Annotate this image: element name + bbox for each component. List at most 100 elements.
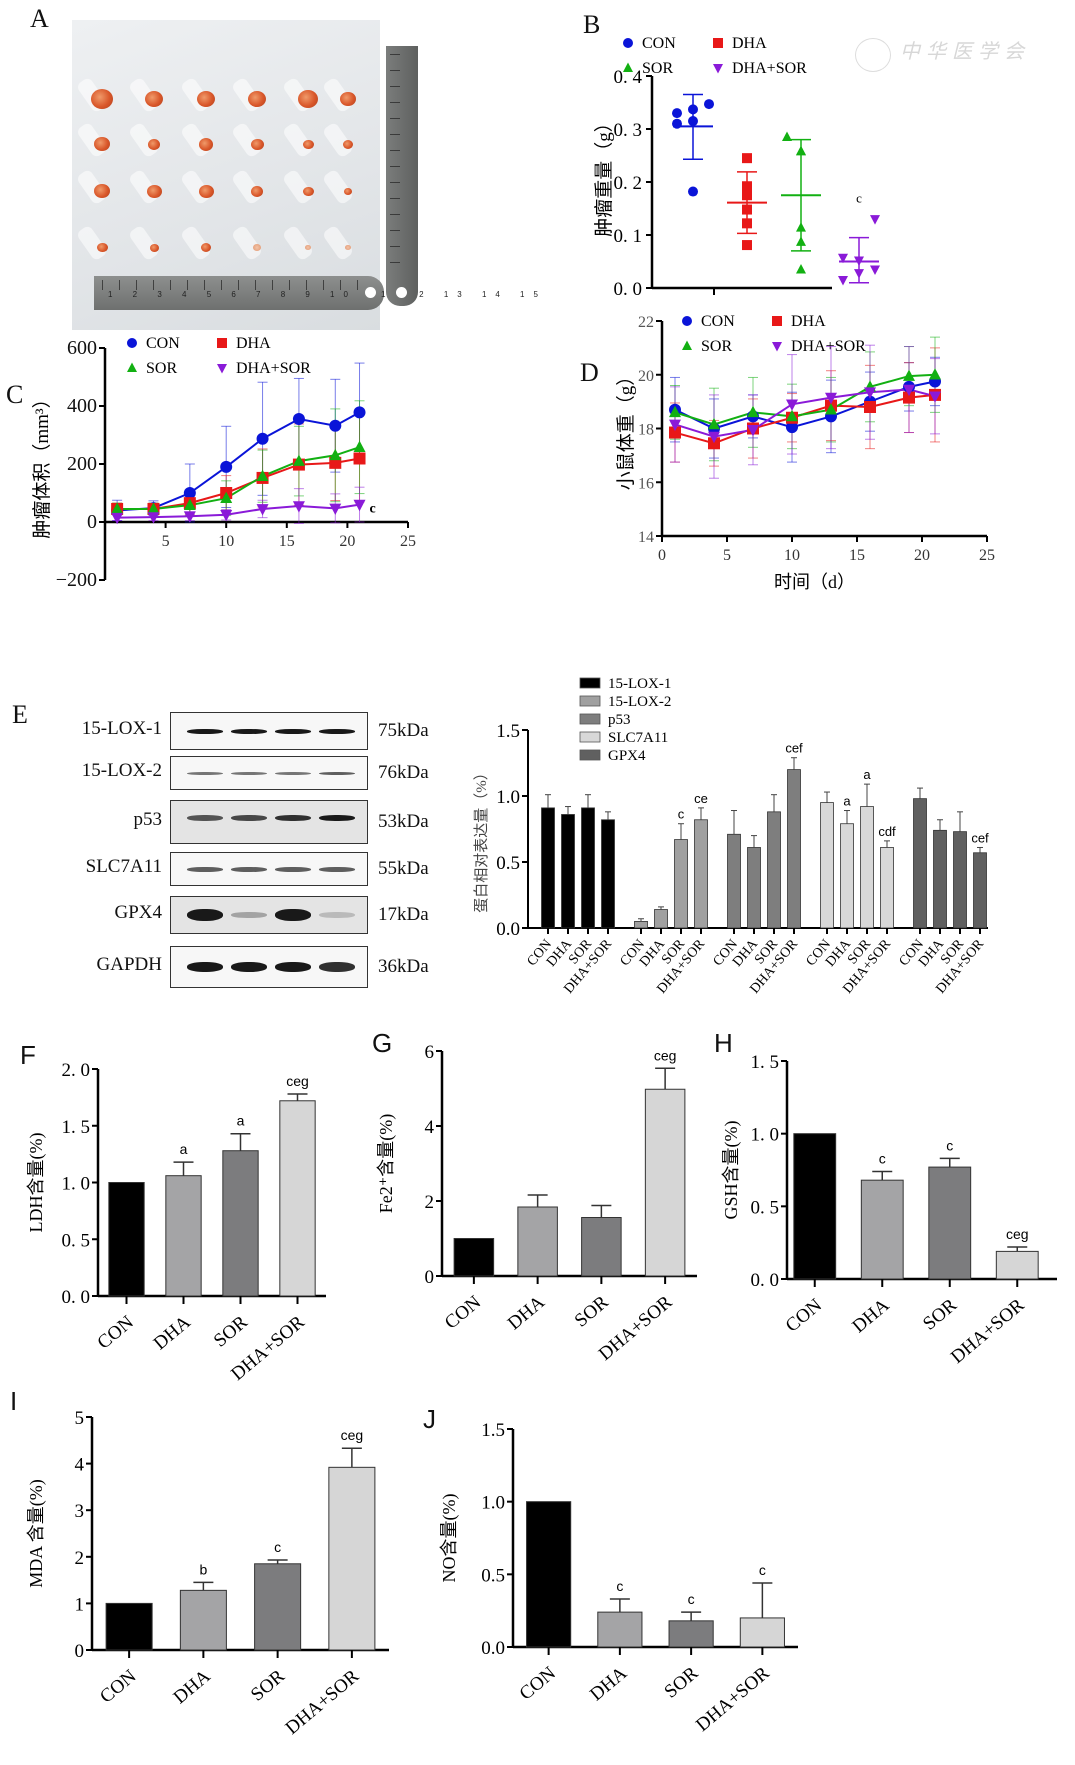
data-point [870, 265, 880, 275]
data-point [825, 403, 837, 415]
x-tick-label: 10 [784, 547, 800, 564]
x-tick-label: 25 [400, 533, 416, 550]
chart-e-protein-expression: 0.0 0.5 1.0 1.5 蛋白相对表达量（%） 15-LOX-1 15-LOX-2 p5… [473, 676, 989, 997]
bar-sor [928, 1166, 972, 1280]
wb-band [187, 771, 223, 775]
data-point [292, 501, 305, 513]
data-point [220, 509, 233, 522]
significance-label: c [879, 1150, 886, 1166]
data-point [669, 419, 681, 432]
tube [281, 224, 315, 262]
y-tick-label: 18 [638, 422, 654, 439]
legend-label: SOR [146, 360, 177, 377]
vertical-ruler [386, 46, 418, 306]
wb-band [275, 815, 311, 821]
data-point [854, 269, 864, 279]
wb-kda-label: 36kDa [378, 956, 429, 977]
data-point [796, 222, 806, 232]
y-tick-label: 0. 4 [614, 67, 643, 88]
y-tick-label: 0.5 [496, 853, 520, 874]
bar [840, 823, 854, 929]
data-point [669, 405, 681, 418]
data-point [742, 153, 752, 164]
legend-label: SOR [642, 60, 673, 77]
tumor-sample [201, 243, 211, 252]
x-tick-label: 10 [218, 533, 234, 550]
horizontal-ruler: 1 2 3 4 5 6 7 8 9 10 11 12 13 14 15 [94, 276, 538, 310]
tumor-sample [248, 91, 266, 108]
series-line-con [117, 411, 361, 512]
x-tick-label: SOR [247, 1666, 289, 1706]
wb-band [231, 912, 267, 918]
panel-label-a: A [30, 4, 49, 33]
data-point [742, 204, 752, 215]
data-point [796, 236, 806, 246]
tumor-sample [302, 139, 314, 150]
data-point [742, 218, 752, 229]
data-point [786, 421, 798, 434]
legend-label: SLC7A11 [608, 730, 668, 746]
legend-label: GPX4 [608, 748, 646, 764]
wb-band [275, 909, 311, 921]
tumor-sample [198, 184, 214, 198]
wb-band [319, 771, 355, 775]
bar [953, 831, 967, 929]
bar [674, 839, 688, 929]
wb-blot-strip [170, 852, 368, 886]
data-point [147, 502, 160, 514]
significance-label: ceg [1006, 1226, 1029, 1242]
tumor-sample [345, 245, 351, 251]
data-point [353, 452, 366, 465]
bar [973, 852, 987, 929]
data-point [708, 437, 720, 450]
x-tick-label: SOR [210, 1312, 252, 1352]
data-point [147, 512, 160, 524]
y-tick-label: 0. 5 [751, 1197, 780, 1218]
tumor-sample [199, 138, 213, 151]
wb-kda-label: 17kDa [378, 904, 429, 925]
significance-label: c [616, 1578, 623, 1594]
legend-label: CON [701, 313, 735, 330]
data-point [747, 405, 759, 418]
data-point [353, 406, 366, 419]
y-axis-label: 肿瘤体积（mm³） [31, 389, 53, 538]
legend-marker-dha-sor [217, 364, 227, 374]
panel-label-e: E [12, 700, 28, 729]
wb-band [275, 771, 311, 775]
legend-swatch [579, 695, 601, 707]
wb-band [319, 728, 355, 734]
data-point [708, 431, 720, 444]
wb-band [275, 866, 311, 872]
data-point [929, 368, 941, 380]
wb-kda-label: 53kDa [378, 811, 429, 832]
x-tick-label: 15 [849, 547, 865, 564]
wb-band [319, 962, 355, 972]
wb-band [231, 728, 267, 734]
y-tick-label: 1 [75, 1594, 85, 1615]
significance-label: c [946, 1137, 953, 1153]
y-tick-label: 1. 5 [751, 1052, 780, 1073]
y-tick-label: 2 [425, 1192, 435, 1213]
y-tick-label: 0. 0 [62, 1287, 91, 1308]
legend-label: DHA [791, 313, 826, 330]
bar [561, 814, 575, 929]
x-tick-label: 25 [979, 547, 995, 564]
x-tick-label: 5 [162, 533, 170, 550]
legend-marker-dha-sor [713, 64, 723, 74]
data-point [929, 391, 941, 403]
x-tick-label: DHA [586, 1663, 631, 1706]
y-tick-label: 200 [67, 453, 97, 475]
watermark-seal-icon [855, 38, 891, 72]
data-point [292, 413, 305, 426]
data-point [864, 401, 876, 413]
y-tick-label: 4 [75, 1455, 85, 1476]
bar [880, 847, 894, 929]
series-line-dha [674, 393, 936, 445]
panel-label-h: H [714, 1028, 733, 1058]
data-point [854, 256, 864, 266]
y-axis-label: Fe2⁺含量(%) [376, 1114, 397, 1213]
bar [581, 807, 595, 929]
x-tick-label: CON [96, 1666, 140, 1708]
wb-band [231, 866, 267, 872]
x-tick-label: CON [516, 1663, 560, 1705]
